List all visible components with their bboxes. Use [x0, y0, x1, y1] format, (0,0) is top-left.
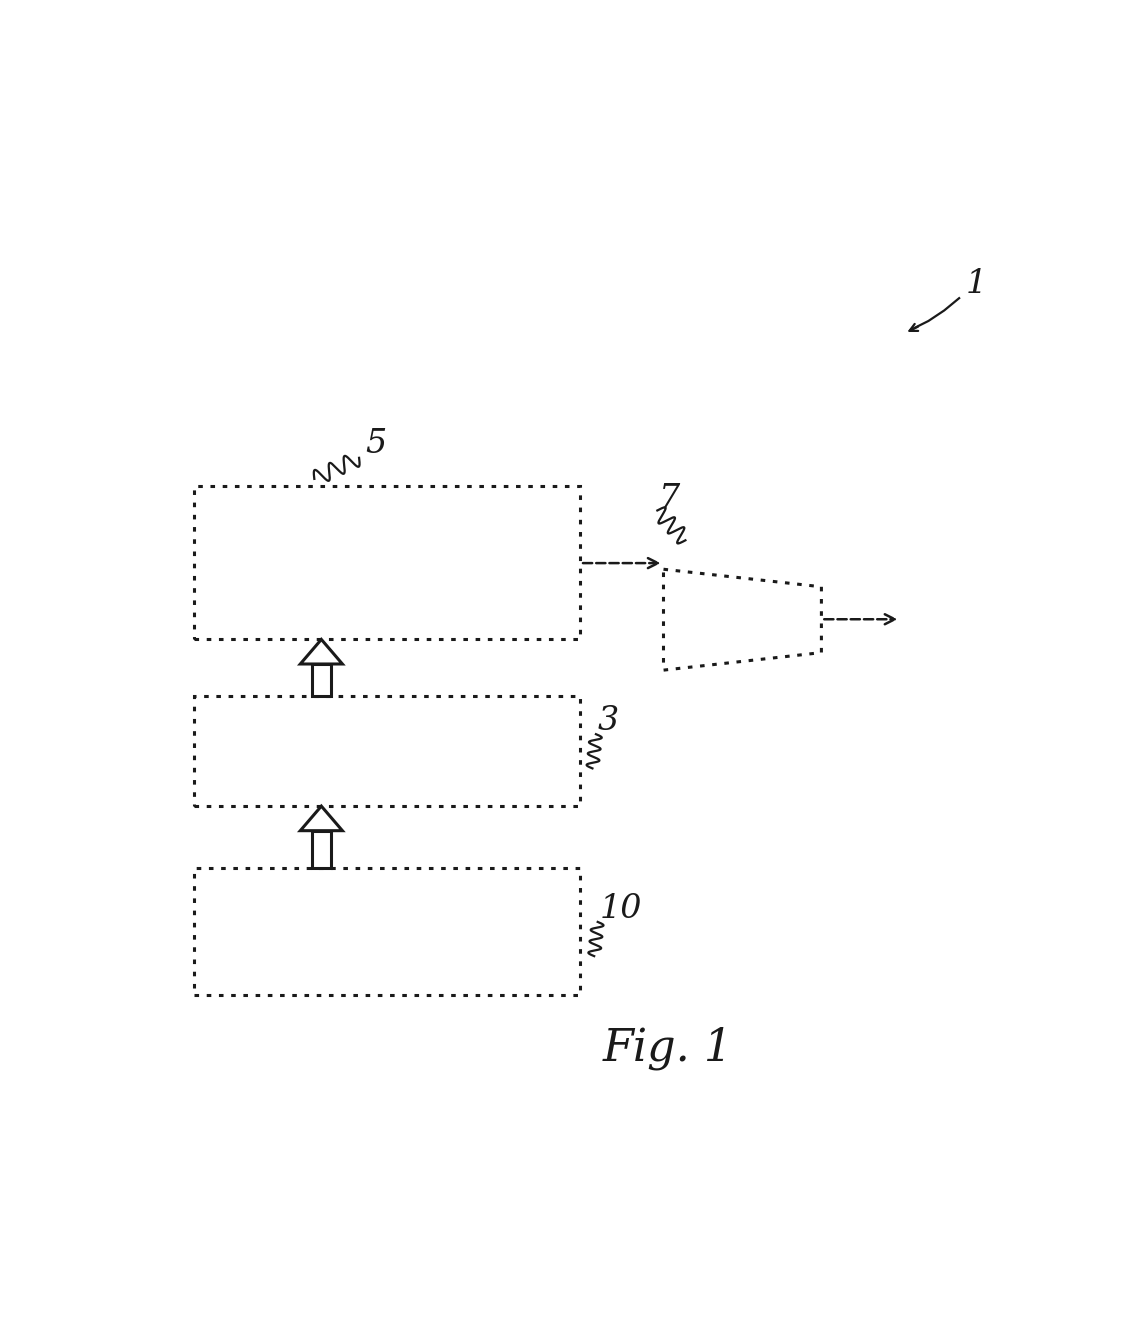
Polygon shape — [300, 640, 342, 664]
Text: 7: 7 — [659, 483, 680, 515]
Text: 3: 3 — [598, 705, 619, 736]
Polygon shape — [311, 831, 331, 868]
Bar — [195, 697, 581, 805]
Text: 1: 1 — [967, 268, 987, 300]
Text: Fig. 1: Fig. 1 — [602, 1027, 734, 1070]
Polygon shape — [311, 664, 331, 697]
Bar — [195, 868, 581, 995]
Bar — [195, 486, 581, 640]
Text: 10: 10 — [600, 893, 642, 925]
Polygon shape — [300, 805, 342, 831]
Text: 5: 5 — [366, 427, 386, 459]
